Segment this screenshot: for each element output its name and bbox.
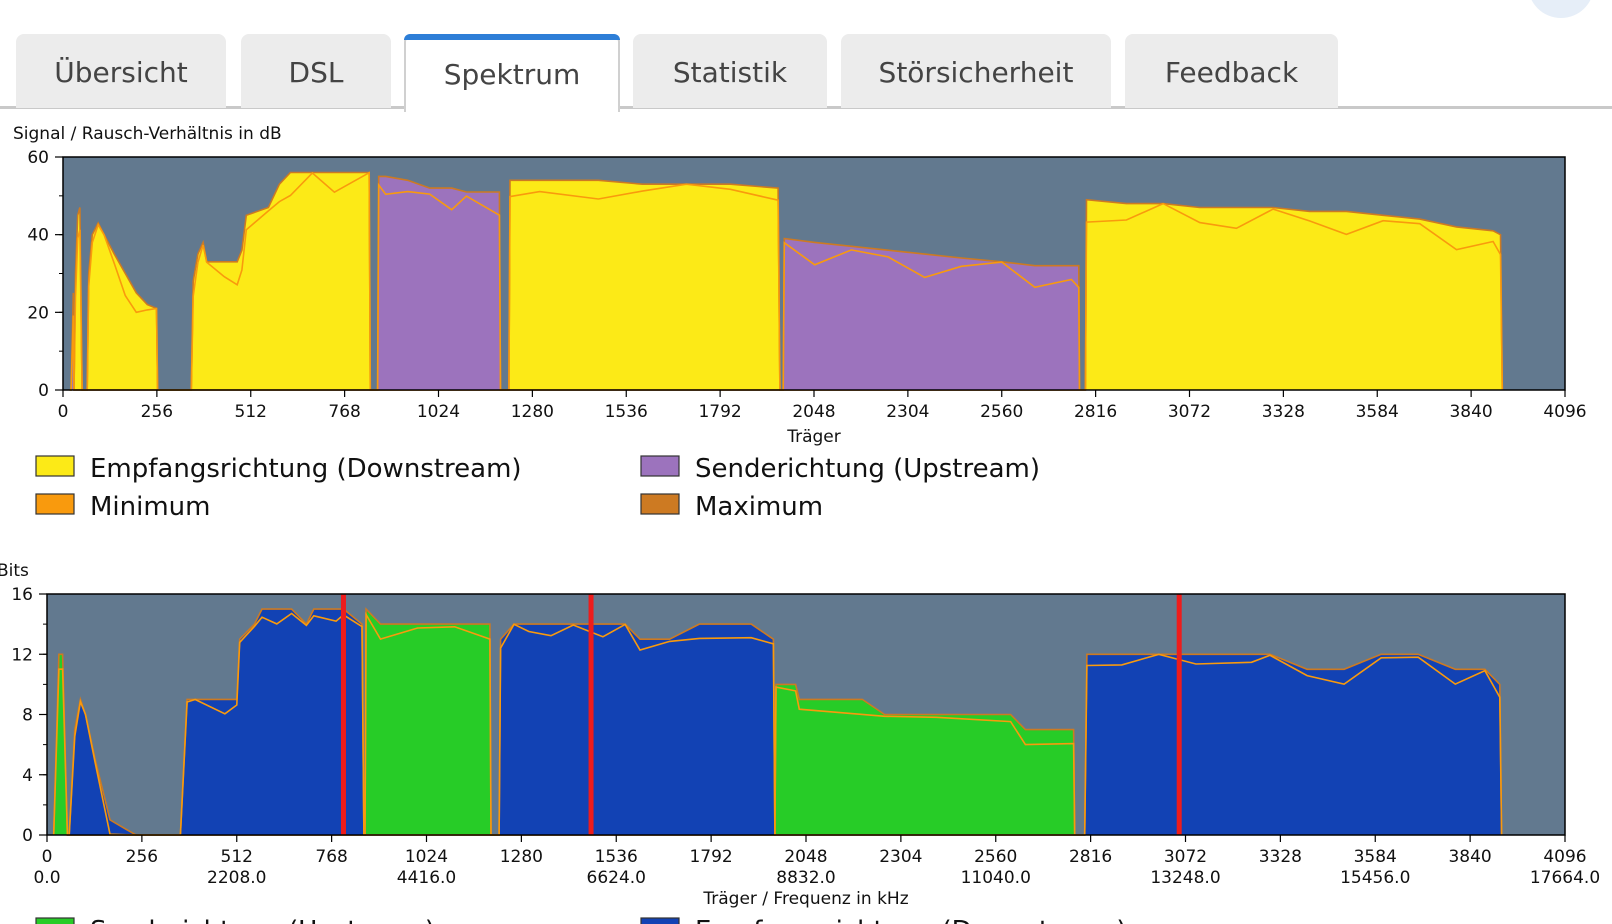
- tab-stoersicherheit[interactable]: Störsicherheit: [841, 34, 1111, 108]
- x-tick-label-0: 0: [42, 847, 53, 867]
- x-khz-label-2: 4416.0: [397, 868, 456, 888]
- x-khz-label-1: 2208.0: [207, 868, 266, 888]
- x-khz-label-8: 17664.0: [1530, 868, 1600, 888]
- y-tick-label-2: 40: [27, 226, 49, 246]
- x-tick-label-12: 3072: [1168, 402, 1211, 422]
- y-tick-label-4: 16: [11, 585, 33, 605]
- x-tick-label-1: 256: [126, 847, 158, 867]
- x-tick-label-3: 768: [328, 402, 360, 422]
- series-1-minimum-line: [68, 612, 1503, 836]
- tab-spektrum[interactable]: Spektrum: [404, 34, 620, 112]
- bits-chart: Bits 0 4 8 12 16 0 256 512 768 1024 1280 1536 1792 204…: [0, 561, 1600, 924]
- x-tick-label-8: 2048: [784, 847, 827, 867]
- legend-swatch-3: [640, 493, 680, 515]
- chart-title: Signal / Rausch-Verhältnis in dB: [13, 124, 282, 144]
- legend-label-2: Minimum: [90, 492, 211, 522]
- legend-label-1: Senderichtung (Upstream): [695, 454, 1040, 484]
- x-tick-label-4: 1024: [405, 847, 448, 867]
- x-tick-label-12: 3072: [1164, 847, 1207, 867]
- tab-bar: Übersicht DSL Spektrum Statistik Störsic…: [0, 0, 1612, 112]
- x-khz-label-4: 8832.0: [776, 868, 835, 888]
- y-tick-label-1: 4: [22, 766, 33, 786]
- tab-statistik[interactable]: Statistik: [633, 34, 827, 108]
- x-tick-label-14: 3584: [1354, 847, 1397, 867]
- x-khz-label-7: 15456.0: [1340, 868, 1410, 888]
- x-tick-label-8: 2048: [792, 402, 835, 422]
- x-tick-label-6: 1536: [605, 402, 648, 422]
- x-tick-label-15: 3840: [1448, 847, 1491, 867]
- x-tick-label-2: 512: [221, 847, 253, 867]
- x-tick-label-5: 1280: [500, 847, 543, 867]
- series-0-area: [74, 172, 1503, 390]
- x-tick-label-3: 768: [315, 847, 347, 867]
- x-tick-label-1: 256: [141, 402, 173, 422]
- legend-swatch-0: [35, 917, 75, 924]
- tab-feedback[interactable]: Feedback: [1125, 34, 1338, 108]
- x-tick-label-7: 1792: [689, 847, 732, 867]
- x-tick-label-11: 2816: [1074, 402, 1117, 422]
- x-tick-label-13: 3328: [1262, 402, 1305, 422]
- y-tick-label-0: 0: [38, 381, 49, 401]
- x-axis-label: Träger: [786, 427, 841, 447]
- legend-label-3: Maximum: [695, 492, 823, 522]
- legend-label-1: Empfangsrichtung (Downstream): [695, 916, 1127, 924]
- legend-swatch-2: [35, 493, 75, 515]
- series-0-minimum-line: [73, 171, 1504, 391]
- y-tick-label-3: 12: [11, 645, 33, 665]
- series-0-area: [53, 609, 1075, 835]
- y-tick-label-1: 20: [27, 303, 49, 323]
- series-1-area: [69, 176, 1080, 390]
- x-tick-label-13: 3328: [1259, 847, 1302, 867]
- x-axis-label: Träger / Frequenz in kHz: [702, 889, 908, 909]
- x-tick-label-16: 4096: [1543, 402, 1586, 422]
- chart-title: Bits: [0, 561, 29, 581]
- y-tick-label-0: 0: [22, 826, 33, 846]
- x-tick-label-5: 1280: [511, 402, 554, 422]
- x-khz-label-5: 11040.0: [961, 868, 1031, 888]
- x-tick-label-2: 512: [235, 402, 267, 422]
- snr-chart: Signal / Rausch-Verhältnis in dB 0 20 40 60 0…: [13, 124, 1587, 522]
- tab-uebersicht[interactable]: Übersicht: [16, 34, 226, 108]
- series-1-area: [69, 609, 1502, 835]
- x-tick-label-10: 2560: [980, 402, 1023, 422]
- x-tick-label-16: 4096: [1543, 847, 1586, 867]
- x-khz-label-6: 13248.0: [1150, 868, 1220, 888]
- x-tick-label-7: 1792: [698, 402, 741, 422]
- legend-label-0: Empfangsrichtung (Downstream): [90, 454, 522, 484]
- legend-swatch-0: [35, 455, 75, 477]
- y-tick-label-3: 60: [27, 148, 49, 168]
- x-tick-label-11: 2816: [1069, 847, 1112, 867]
- x-khz-label-0: 0.0: [33, 868, 60, 888]
- x-tick-label-15: 3840: [1449, 402, 1492, 422]
- avatar[interactable]: [1528, 0, 1594, 18]
- legend-swatch-1: [640, 455, 680, 477]
- x-tick-label-0: 0: [58, 402, 69, 422]
- x-khz-label-3: 6624.0: [587, 868, 646, 888]
- x-tick-label-10: 2560: [974, 847, 1017, 867]
- x-tick-label-9: 2304: [879, 847, 922, 867]
- x-tick-label-4: 1024: [417, 402, 460, 422]
- x-tick-label-6: 1536: [595, 847, 638, 867]
- series-1-maximum-line: [68, 608, 1503, 836]
- y-tick-label-2: 8: [22, 706, 33, 726]
- tab-dsl[interactable]: DSL: [241, 34, 391, 108]
- legend-label-0: Senderichtung (Upstream): [90, 916, 435, 924]
- legend-swatch-1: [640, 917, 680, 924]
- x-tick-label-14: 3584: [1356, 402, 1399, 422]
- x-tick-label-9: 2304: [886, 402, 929, 422]
